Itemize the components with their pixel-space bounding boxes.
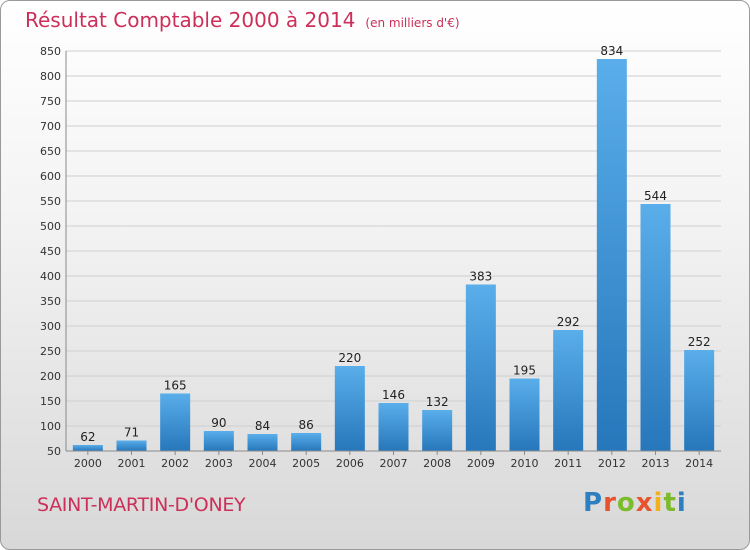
y-tick-label: 500: [40, 220, 61, 233]
logo-letter: t: [663, 488, 677, 518]
bar-2002: [160, 393, 191, 451]
bars: [72, 59, 715, 451]
y-tick-label: 850: [40, 45, 61, 58]
x-tick-label-2008: 2008: [423, 457, 451, 470]
y-tick-label: 750: [40, 95, 61, 108]
y-tick-label: 150: [40, 395, 61, 408]
data-labels: 62 71 165 90 84 86 220 146 132 383 195 292 834 544 252: [80, 44, 710, 444]
bar-2004: [247, 434, 278, 451]
x-axis: 2000 2001 2002 2003 2004 2005 2006 2007 2008 2009…: [66, 450, 721, 470]
data-label-2010: 195: [513, 364, 536, 378]
data-label-2006: 220: [338, 351, 361, 365]
data-label-2007: 146: [382, 388, 405, 402]
x-tick-label-2002: 2002: [161, 457, 189, 470]
data-label-2004: 84: [255, 419, 270, 433]
data-label-2001: 71: [124, 426, 139, 440]
x-tick-label-2007: 2007: [380, 457, 408, 470]
y-tick-label: 200: [40, 370, 61, 383]
x-tick-label-2005: 2005: [292, 457, 320, 470]
x-tick-label-2006: 2006: [336, 457, 364, 470]
x-tick-label-2009: 2009: [467, 457, 495, 470]
y-tick-label: 350: [40, 295, 61, 308]
bar-2000: [72, 445, 103, 451]
logo-letter: x: [635, 488, 654, 518]
y-tick-label: 400: [40, 270, 61, 283]
x-tick-label-2001: 2001: [118, 457, 146, 470]
x-tick-label-2011: 2011: [554, 457, 582, 470]
x-tick-label-2013: 2013: [642, 457, 670, 470]
commune-name: SAINT-MARTIN-D'ONEY: [37, 494, 246, 516]
y-tick-label: 800: [40, 70, 61, 83]
bar-2014: [684, 350, 715, 451]
logo-letter: i: [676, 488, 687, 518]
bar-2005: [291, 433, 322, 451]
logo-letter: o: [616, 488, 636, 518]
data-label-2005: 86: [299, 418, 314, 432]
y-tick-label: 600: [40, 170, 61, 183]
data-label-2012: 834: [600, 44, 623, 58]
logo-letter: i: [653, 488, 664, 518]
bar-2003: [203, 431, 234, 451]
y-tick-label: 300: [40, 320, 61, 333]
bar-2007: [378, 403, 409, 451]
data-label-2013: 544: [644, 189, 667, 203]
bar-2010: [509, 378, 540, 451]
y-tick-label: 50: [47, 445, 61, 458]
y-tick-label: 250: [40, 345, 61, 358]
data-label-2000: 62: [80, 430, 95, 444]
data-label-2003: 90: [211, 416, 226, 430]
x-tick-label-2004: 2004: [249, 457, 277, 470]
bar-2012: [596, 59, 627, 451]
data-label-2009: 383: [469, 270, 492, 284]
bar-2009: [465, 284, 496, 451]
chart-title: Résultat Comptable 2000 à 2014: [25, 8, 356, 32]
bar-2013: [640, 204, 671, 451]
chart-title-block: Résultat Comptable 2000 à 2014 (en millie…: [25, 8, 460, 32]
bar-2011: [553, 330, 584, 451]
y-tick-label: 550: [40, 195, 61, 208]
y-tick-label: 650: [40, 145, 61, 158]
bar-2008: [422, 410, 453, 451]
y-axis: 50 100 150 200 250 300 350 400 450 500 550 600 650 70…: [40, 45, 67, 458]
data-label-2011: 292: [557, 315, 580, 329]
bar-2006: [334, 366, 365, 451]
bar-2001: [116, 440, 147, 451]
x-tick-label-2012: 2012: [598, 457, 626, 470]
x-tick-label-2014: 2014: [685, 457, 713, 470]
x-tick-label-2003: 2003: [205, 457, 233, 470]
x-tick-label-2000: 2000: [74, 457, 102, 470]
y-tick-label: 450: [40, 245, 61, 258]
y-tick-label: 100: [40, 420, 61, 433]
y-tick-label: 700: [40, 120, 61, 133]
data-label-2008: 132: [426, 395, 449, 409]
logo-letter: r: [603, 488, 617, 518]
data-label-2014: 252: [688, 335, 711, 349]
data-label-2002: 165: [164, 379, 187, 393]
x-tick-label-2010: 2010: [511, 457, 539, 470]
logo-letter: P: [583, 488, 604, 518]
chart-subtitle: (en milliers d'€): [365, 16, 460, 30]
proxiti-logo[interactable]: Proxiti: [583, 488, 687, 518]
